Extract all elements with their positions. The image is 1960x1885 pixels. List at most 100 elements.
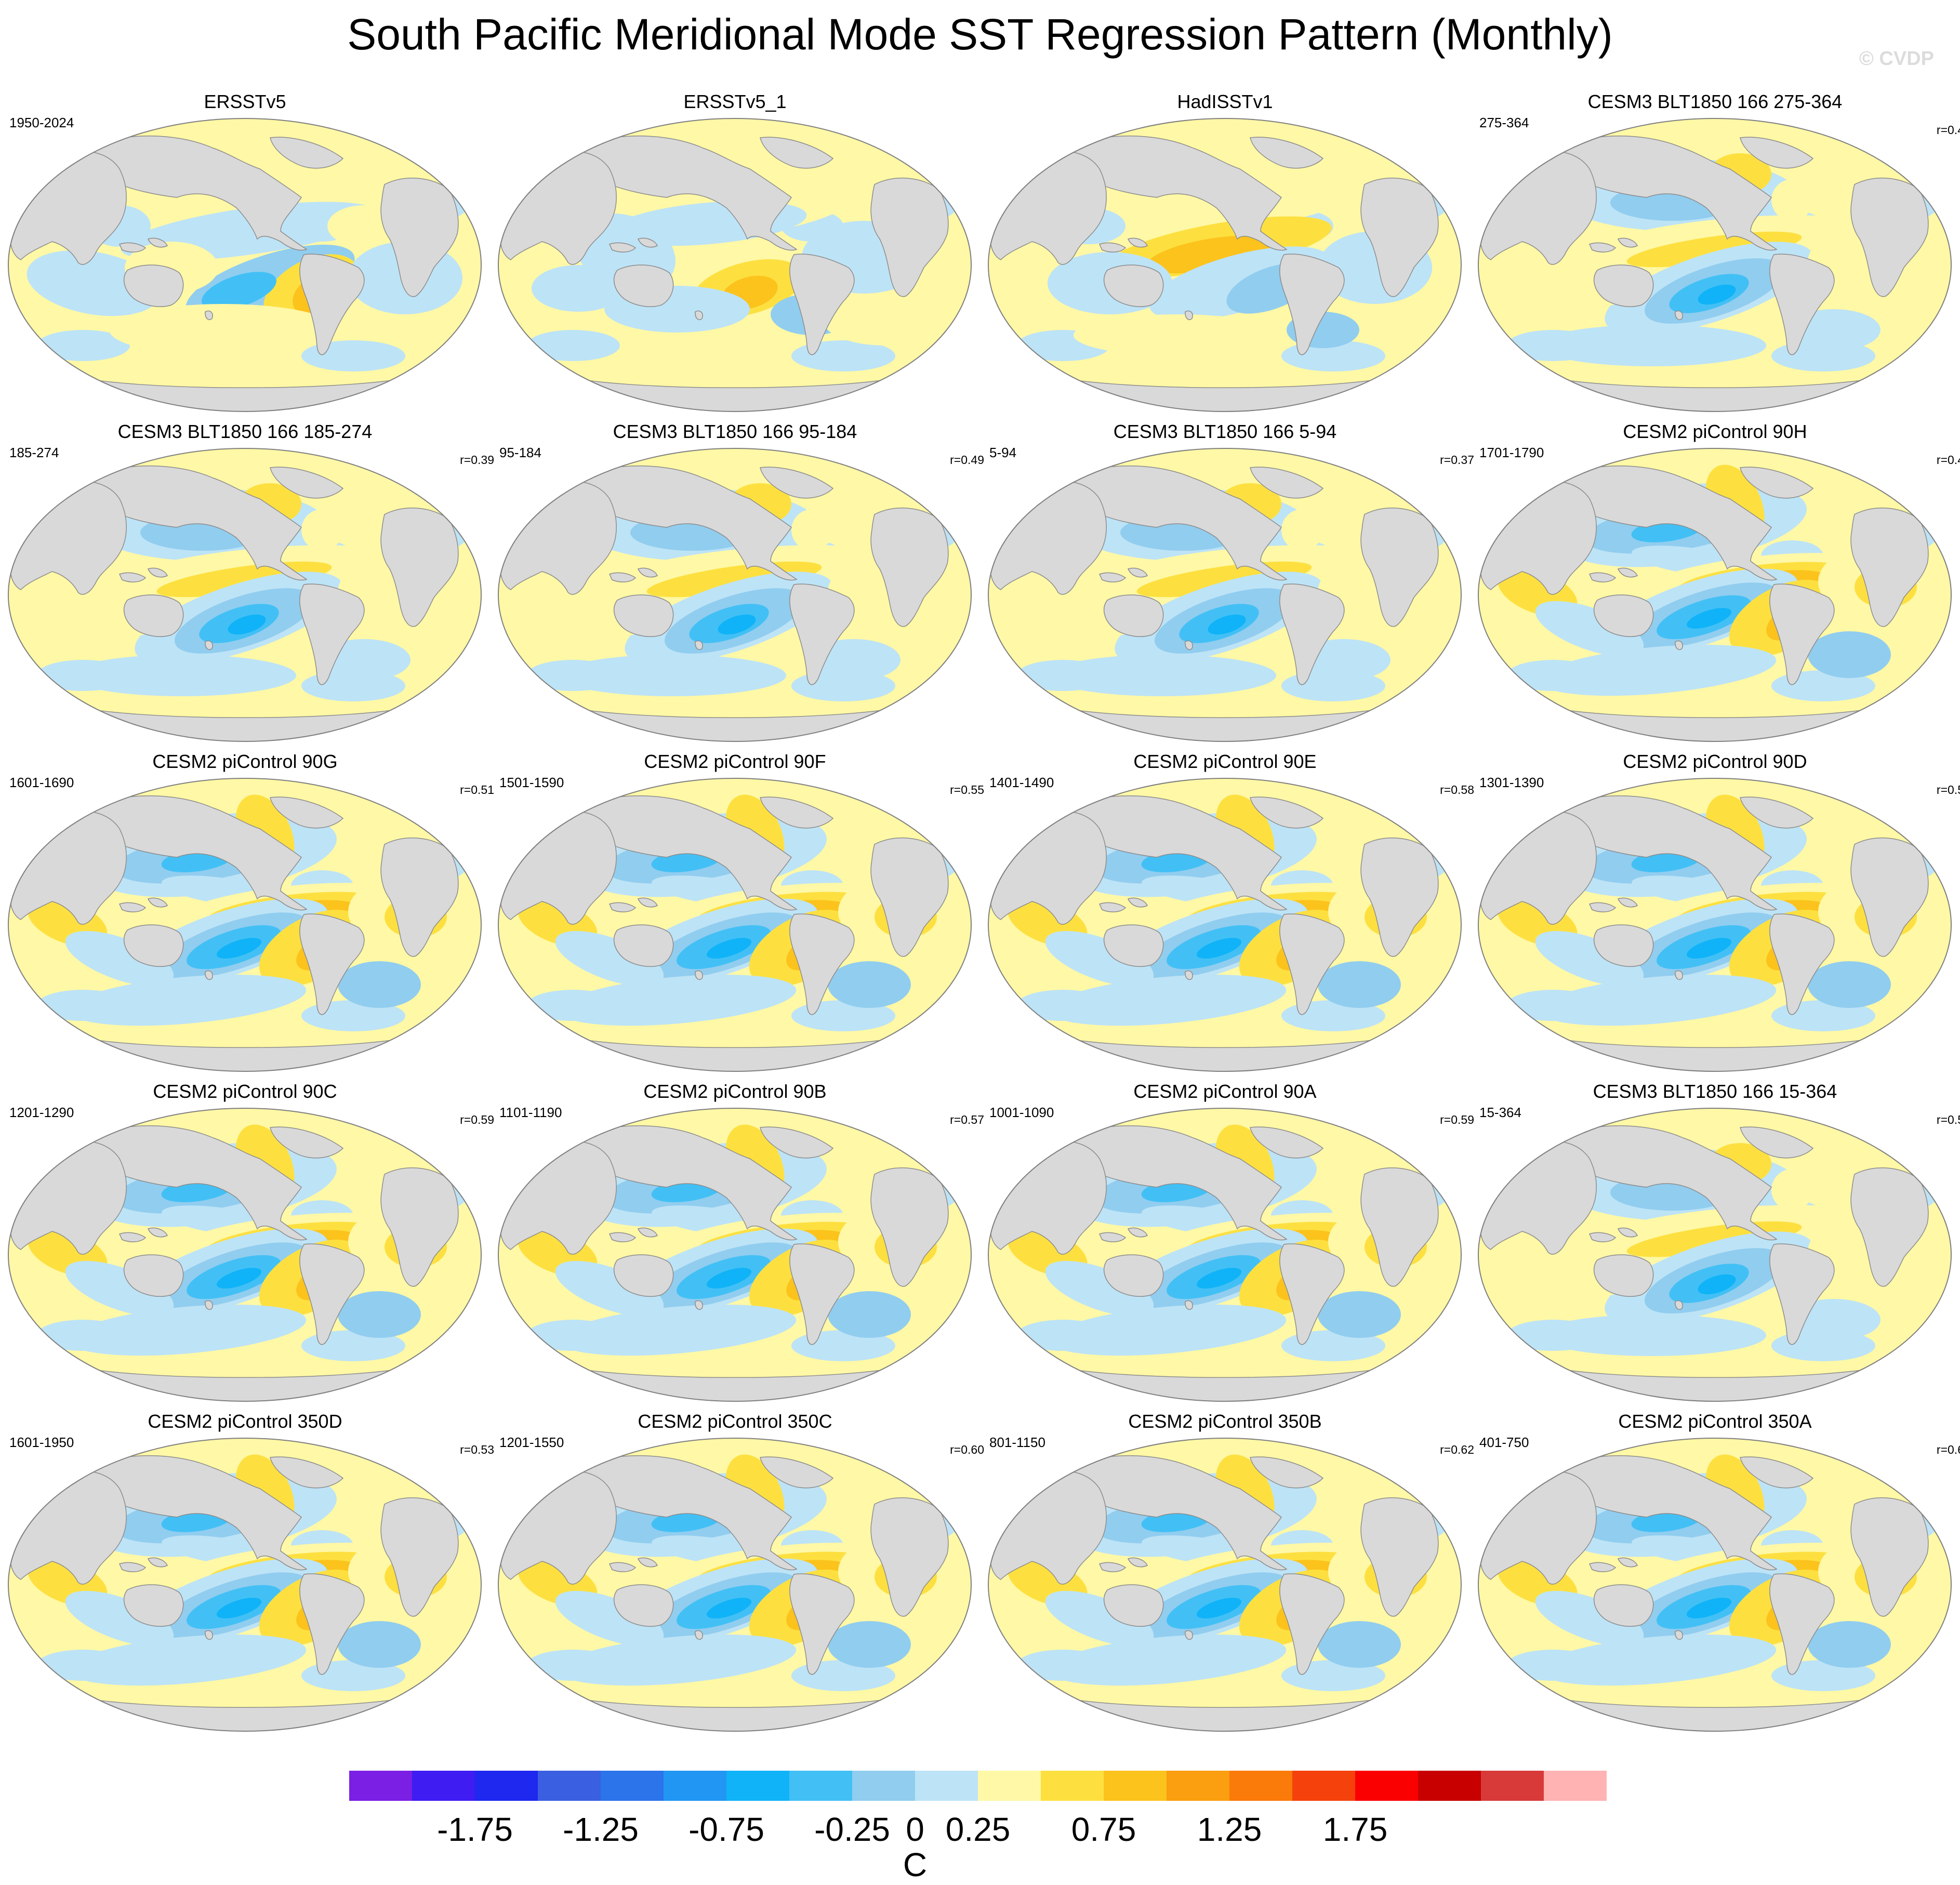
colorbar-tick-label: -1.25 [563, 1811, 639, 1848]
anomaly-contour [1048, 655, 1276, 696]
anomaly-contour [1771, 179, 1813, 221]
land-mass [695, 970, 703, 980]
land-mass [1127, 1227, 1148, 1238]
land-mass [695, 1630, 703, 1640]
anomaly-contour [1535, 601, 1644, 657]
colorbar-cell [1292, 1771, 1355, 1801]
colorbar-cell [1544, 1771, 1607, 1801]
anomaly-contour [1686, 608, 1732, 629]
land-mass [613, 1584, 674, 1627]
sst-map [8, 1108, 482, 1402]
anomaly-contour [1538, 1634, 1777, 1686]
land-mass [1098, 902, 1127, 912]
land-mass [1250, 1126, 1324, 1159]
anomaly-contour [301, 509, 343, 551]
land-mass [1103, 264, 1164, 307]
land-mass [760, 467, 834, 499]
land-mass [147, 567, 168, 578]
colorbar-cell [1167, 1771, 1229, 1801]
land-mass [1593, 1584, 1654, 1627]
map-panel: CESM2 piControl 90F 1501-1590 r=0.55 [490, 751, 984, 1081]
map-panel: CESM3 BLT1850 166 5-94 5-94 r=0.37 [980, 421, 1474, 751]
anomaly-contour [228, 614, 266, 635]
land-mass [1547, 795, 1778, 911]
colorbar-frame [349, 1771, 1607, 1801]
land-mass [1127, 237, 1148, 248]
anomaly-contour [109, 304, 338, 356]
land-mass [613, 594, 674, 637]
anomaly-contour [1686, 938, 1732, 959]
anomaly-contour [823, 294, 947, 346]
panel-correlation: r=0.51 [460, 783, 494, 797]
land-mass [77, 795, 308, 911]
anomaly-contour [1535, 1590, 1644, 1647]
land-mass [1185, 310, 1193, 321]
colorbar-cell [726, 1771, 789, 1801]
anomaly-contour [558, 1304, 797, 1356]
anomaly-contour [555, 1590, 664, 1647]
panel-correlation: r=0.55 [950, 783, 984, 797]
panel-title: ERSSTv5 [204, 91, 286, 112]
panel-years: 1301-1390 [1479, 775, 1544, 790]
anomaly-contour [68, 974, 307, 1026]
land-mass [1547, 1125, 1778, 1241]
land-mass [567, 1455, 798, 1571]
panel-title: CESM2 piControl 90F [644, 751, 826, 772]
colorbar-tick-label: -0.75 [688, 1811, 764, 1848]
anomaly-contour [1048, 1304, 1287, 1356]
anomaly-contour [558, 655, 786, 696]
land-mass [1588, 1232, 1617, 1242]
land-mass [1103, 594, 1164, 637]
panel-title: CESM3 BLT1850 166 185-274 [117, 421, 373, 442]
anomaly-contour [526, 330, 620, 361]
sst-map [1478, 448, 1952, 742]
land-mass [1740, 1456, 1814, 1489]
land-mass [77, 1455, 308, 1571]
sst-map [1478, 118, 1952, 412]
land-mass [123, 1584, 184, 1627]
colorbar-cell [349, 1771, 412, 1801]
land-mass [147, 897, 168, 908]
map-outline [8, 1108, 482, 1402]
land-mass [205, 310, 213, 321]
anomaly-contour [828, 1621, 911, 1668]
land-mass [1098, 242, 1127, 253]
land-mass [1675, 310, 1683, 321]
land-mass [1250, 1456, 1324, 1489]
land-mass [1593, 924, 1654, 967]
sst-map [988, 118, 1462, 412]
panel-years: 1950-2024 [9, 115, 74, 130]
map-panel: ERSSTv5_1 [490, 91, 980, 421]
anomaly-contour [65, 931, 174, 987]
colorbar-unit: C [903, 1846, 928, 1883]
panel-years: 1101-1190 [499, 1105, 562, 1120]
anomaly-contour [36, 330, 130, 361]
land-mass [760, 137, 834, 169]
land-mass [1250, 137, 1324, 169]
land-mass [1057, 135, 1288, 251]
colorbar-cell [601, 1771, 664, 1801]
anomaly-contour [1147, 235, 1270, 274]
land-mass [1588, 1562, 1617, 1572]
colorbar-cell [978, 1771, 1041, 1801]
colorbar-cell [412, 1771, 475, 1801]
watermark: © CVDP [1859, 48, 1934, 70]
sst-map [1478, 778, 1952, 1072]
colorbar-cell [1229, 1771, 1292, 1801]
land-mass [1617, 567, 1638, 578]
land-mass [118, 1562, 147, 1572]
panel-title: CESM2 piControl 90A [1133, 1081, 1317, 1102]
panel-correlation: r=0.53 [460, 1443, 494, 1456]
land-mass [147, 237, 168, 248]
land-mass [270, 1456, 344, 1489]
sst-map [498, 1108, 972, 1402]
land-mass [1769, 254, 1835, 355]
land-mass [1617, 1557, 1638, 1568]
panel-years: 1601-1690 [9, 775, 74, 790]
anomaly-contour [216, 1598, 262, 1618]
land-mass [637, 567, 658, 578]
panel-title: ERSSTv5_1 [683, 91, 787, 112]
map-panel: CESM3 BLT1850 166 275-364 275-364 r=0.4 [1470, 91, 1960, 421]
sst-map [498, 118, 972, 412]
panel-title: CESM2 piControl 90B [643, 1081, 827, 1102]
